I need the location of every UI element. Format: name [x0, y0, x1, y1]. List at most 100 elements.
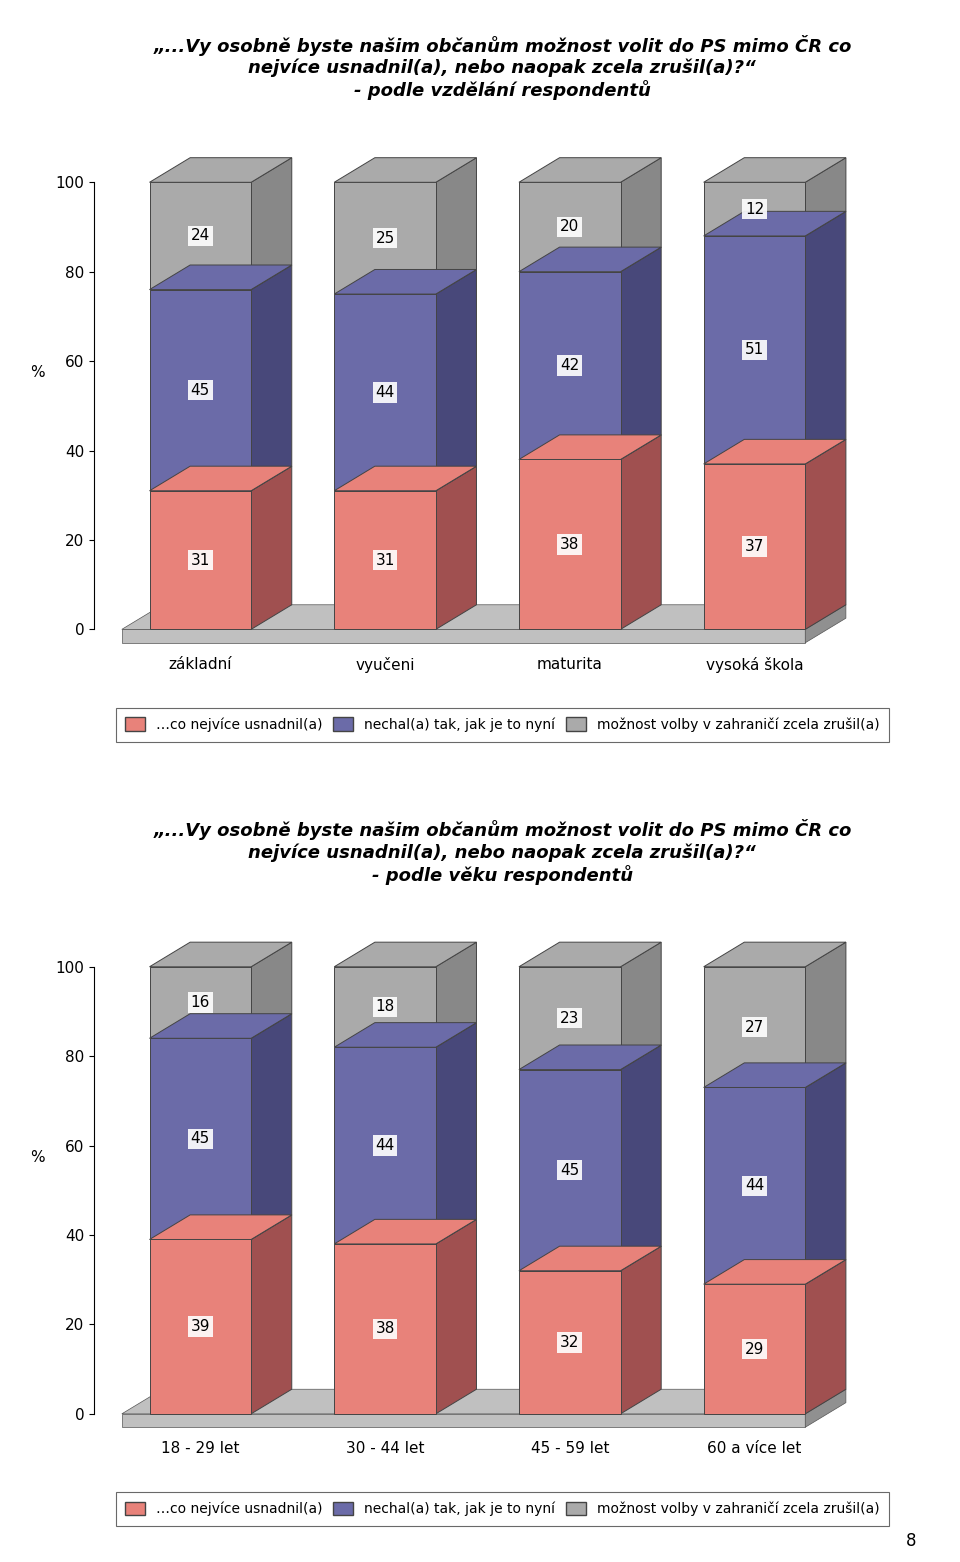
Polygon shape	[519, 1070, 620, 1271]
Text: 38: 38	[375, 1321, 395, 1337]
Polygon shape	[150, 942, 292, 967]
Text: 45: 45	[560, 1162, 580, 1178]
Text: 42: 42	[560, 358, 580, 373]
Polygon shape	[334, 490, 436, 629]
Text: 12: 12	[745, 201, 764, 217]
Polygon shape	[334, 1220, 476, 1243]
Polygon shape	[704, 236, 805, 464]
Polygon shape	[436, 1023, 476, 1243]
Polygon shape	[436, 942, 476, 1047]
Legend: …co nejvíce usnadnil(a), nechal(a) tak, jak je to nyní, možnost volby v zahranič: …co nejvíce usnadnil(a), nechal(a) tak, …	[115, 708, 889, 742]
Text: 25: 25	[375, 231, 395, 245]
Polygon shape	[150, 967, 252, 1039]
Polygon shape	[519, 1271, 620, 1414]
Text: 45: 45	[191, 1131, 210, 1147]
Polygon shape	[519, 434, 661, 459]
Text: 16: 16	[191, 995, 210, 1011]
Polygon shape	[519, 247, 661, 272]
Polygon shape	[704, 1087, 805, 1284]
Polygon shape	[519, 183, 620, 272]
Polygon shape	[150, 289, 252, 490]
Polygon shape	[519, 1246, 661, 1271]
Text: 44: 44	[375, 384, 395, 400]
Polygon shape	[436, 1220, 476, 1414]
Text: 18: 18	[375, 1000, 395, 1014]
Polygon shape	[150, 1240, 252, 1414]
Text: 27: 27	[745, 1020, 764, 1034]
Polygon shape	[519, 272, 620, 459]
Polygon shape	[150, 465, 292, 490]
Polygon shape	[805, 439, 846, 629]
Polygon shape	[704, 464, 805, 629]
Polygon shape	[334, 1047, 436, 1243]
Polygon shape	[252, 942, 292, 1039]
Polygon shape	[122, 1389, 846, 1414]
Polygon shape	[704, 1062, 846, 1087]
Text: 39: 39	[191, 1320, 210, 1334]
Polygon shape	[150, 1014, 292, 1039]
Polygon shape	[334, 1023, 476, 1047]
Polygon shape	[334, 270, 476, 294]
Text: 31: 31	[191, 553, 210, 567]
Polygon shape	[122, 629, 805, 644]
Polygon shape	[620, 942, 661, 1070]
Polygon shape	[519, 967, 620, 1070]
Polygon shape	[620, 1045, 661, 1271]
Polygon shape	[252, 1215, 292, 1414]
Polygon shape	[620, 247, 661, 459]
Polygon shape	[150, 1039, 252, 1240]
Polygon shape	[704, 942, 846, 967]
Polygon shape	[436, 465, 476, 629]
Title: „...Vy osobně byste našim občanům možnost volit do PS mimo ČR co
nejvíce usnadni: „...Vy osobně byste našim občanům možnos…	[154, 34, 852, 100]
Polygon shape	[150, 158, 292, 183]
Text: 29: 29	[745, 1342, 764, 1356]
Text: 23: 23	[560, 1011, 580, 1026]
Polygon shape	[519, 1045, 661, 1070]
Polygon shape	[122, 604, 846, 629]
Polygon shape	[704, 439, 846, 464]
Polygon shape	[620, 1246, 661, 1414]
Polygon shape	[620, 434, 661, 629]
Polygon shape	[519, 158, 661, 183]
Polygon shape	[252, 266, 292, 490]
Polygon shape	[150, 183, 252, 289]
Polygon shape	[252, 1014, 292, 1240]
Polygon shape	[334, 183, 436, 294]
Text: 31: 31	[375, 553, 395, 567]
Polygon shape	[334, 294, 436, 490]
Polygon shape	[436, 270, 476, 490]
Y-axis label: %: %	[30, 366, 44, 380]
Polygon shape	[252, 158, 292, 289]
Text: 45: 45	[191, 383, 210, 398]
Legend: …co nejvíce usnadnil(a), nechal(a) tak, jak je to nyní, možnost volby v zahranič: …co nejvíce usnadnil(a), nechal(a) tak, …	[115, 1492, 889, 1526]
Polygon shape	[805, 1062, 846, 1284]
Text: 44: 44	[745, 1178, 764, 1193]
Polygon shape	[150, 266, 292, 289]
Text: 24: 24	[191, 228, 210, 244]
Polygon shape	[334, 942, 476, 967]
Polygon shape	[704, 211, 846, 236]
Polygon shape	[436, 158, 476, 294]
Y-axis label: %: %	[30, 1150, 44, 1165]
Polygon shape	[334, 1243, 436, 1414]
Polygon shape	[519, 942, 661, 967]
Polygon shape	[704, 158, 846, 183]
Polygon shape	[334, 967, 436, 1047]
Title: „...Vy osobně byste našim občanům možnost volit do PS mimo ČR co
nejvíce usnadni: „...Vy osobně byste našim občanům možnos…	[154, 818, 852, 884]
Polygon shape	[805, 158, 846, 236]
Polygon shape	[805, 942, 846, 1087]
Polygon shape	[805, 211, 846, 464]
Text: 37: 37	[745, 539, 764, 555]
Polygon shape	[252, 465, 292, 629]
Polygon shape	[805, 1259, 846, 1414]
Text: 38: 38	[560, 537, 580, 551]
Text: 32: 32	[560, 1336, 580, 1350]
Polygon shape	[704, 967, 805, 1087]
Polygon shape	[150, 1215, 292, 1240]
Polygon shape	[122, 1414, 805, 1428]
Polygon shape	[704, 1259, 846, 1284]
Polygon shape	[704, 183, 805, 236]
Polygon shape	[150, 490, 252, 629]
Text: 51: 51	[745, 342, 764, 358]
Text: 44: 44	[375, 1139, 395, 1153]
